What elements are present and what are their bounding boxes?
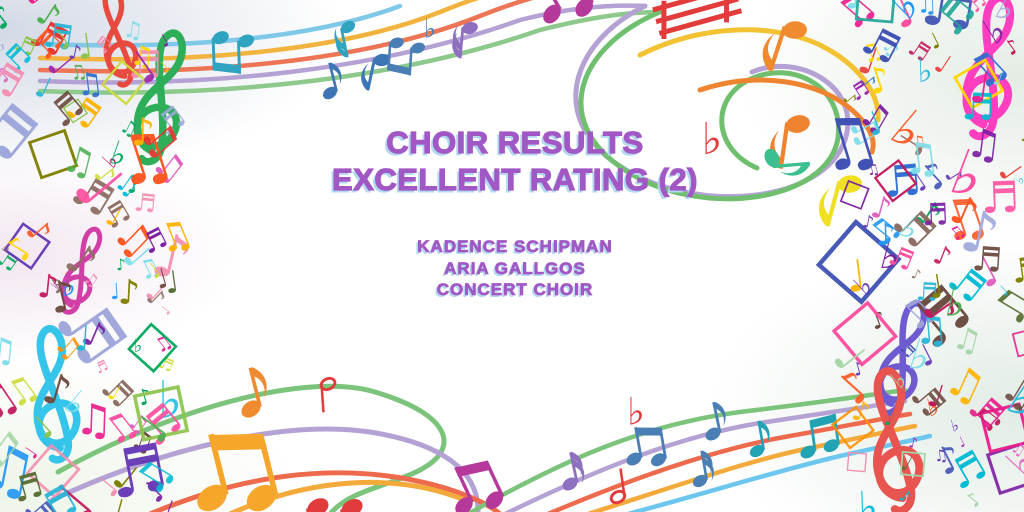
music-note [323,62,342,100]
svg-text:♭: ♭ [702,114,723,165]
music-note [538,0,594,24]
music-note [609,468,627,505]
music-note [800,413,840,459]
svg-text:♭: ♭ [627,390,645,434]
performer-name-1: KADENCE SCHIPMAN [417,237,613,257]
treble-clef-icon [57,225,105,316]
music-note [241,367,267,418]
performer-name-2: ARIA GALLGOS [444,258,586,278]
staff-notes: ♭ ♭ ♭ ♭ [158,0,862,512]
music-note [705,401,726,441]
treble-clef-icon [963,0,1017,138]
music-note [197,433,279,512]
title-line-2: EXCELLENT RATING (2) [331,161,698,197]
ensemble-name: CONCERT CHOIR [436,280,594,300]
music-note [692,450,714,488]
treble-clef-icon [132,30,189,165]
music-note [764,148,810,176]
poster-title: CHOIR RESULTS EXCELLENT RATING (2) [331,124,698,198]
svg-text:♭: ♭ [424,15,436,45]
music-note [454,460,505,512]
music-note: ♭ [158,371,183,431]
poster-names: KADENCE SCHIPMAN ARIA GALLGOS CONCERT CH… [417,236,612,301]
music-note [334,20,356,58]
music-note [361,53,391,91]
treble-clef-icon [25,327,82,462]
music-note [562,451,585,491]
music-note: ♭ [424,15,436,45]
title-line-1: CHOIR RESULTS [386,124,644,160]
music-note [387,37,426,76]
music-note [762,21,807,72]
svg-text:♭: ♭ [158,371,183,431]
bottom-staff [466,387,933,512]
music-note [211,31,255,74]
music-note [749,420,770,458]
music-note: ♭ [702,114,723,165]
music-note [319,376,337,413]
music-note: ♭ [627,390,645,434]
music-note [452,22,478,59]
music-note [626,426,667,467]
music-note [652,0,743,39]
music-note [819,175,862,227]
top-right-swirl [573,3,881,202]
